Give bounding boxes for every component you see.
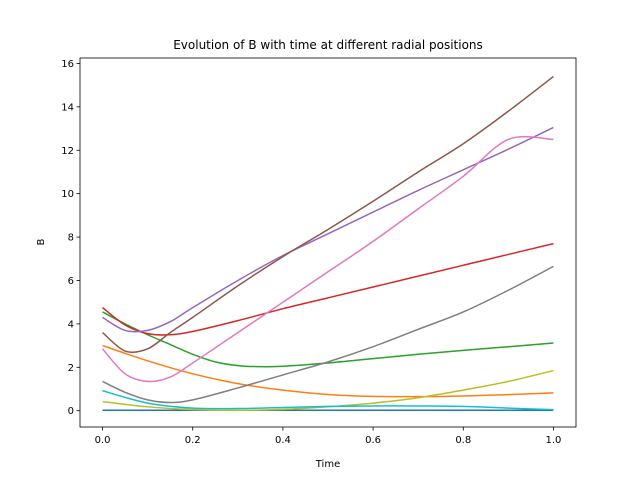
y-tick-label: 12 — [61, 146, 74, 157]
x-tick-label: 0.6 — [365, 435, 381, 446]
y-tick-label: 0 — [68, 406, 74, 417]
x-tick-label: 1.0 — [546, 435, 562, 446]
y-tick-label: 2 — [68, 363, 74, 374]
series-line-3 — [102, 311, 554, 368]
y-tick-label: 8 — [68, 233, 74, 244]
x-tick-label: 0.4 — [275, 435, 291, 446]
y-axis-label: B — [36, 238, 47, 245]
x-axis-label: Time — [315, 459, 340, 470]
chart-title: Evolution of B with time at different ra… — [173, 38, 483, 52]
series-layer — [101, 75, 554, 412]
series-line-5 — [102, 126, 554, 333]
plot-frame — [79, 57, 577, 428]
x-tick-label: 0.2 — [185, 435, 201, 446]
series-line-4 — [102, 242, 554, 336]
series-line-10 — [102, 390, 554, 411]
series-line-2 — [102, 344, 554, 398]
y-tick-label: 6 — [68, 276, 74, 287]
y-axis-ticks: 0 2 4 6 8 10 12 14 16 — [61, 59, 80, 417]
series-line-8 — [102, 265, 554, 404]
series-line-7 — [101, 135, 554, 383]
x-tick-label: 0.8 — [455, 435, 471, 446]
series-line-6 — [102, 75, 554, 354]
y-tick-label: 16 — [61, 59, 74, 70]
y-tick-label: 10 — [61, 189, 74, 200]
y-tick-label: 4 — [68, 319, 74, 330]
y-tick-label: 14 — [61, 102, 74, 113]
x-tick-label: 0.0 — [95, 435, 111, 446]
x-axis-ticks: 0.0 0.2 0.4 0.6 0.8 1.0 — [95, 427, 562, 446]
